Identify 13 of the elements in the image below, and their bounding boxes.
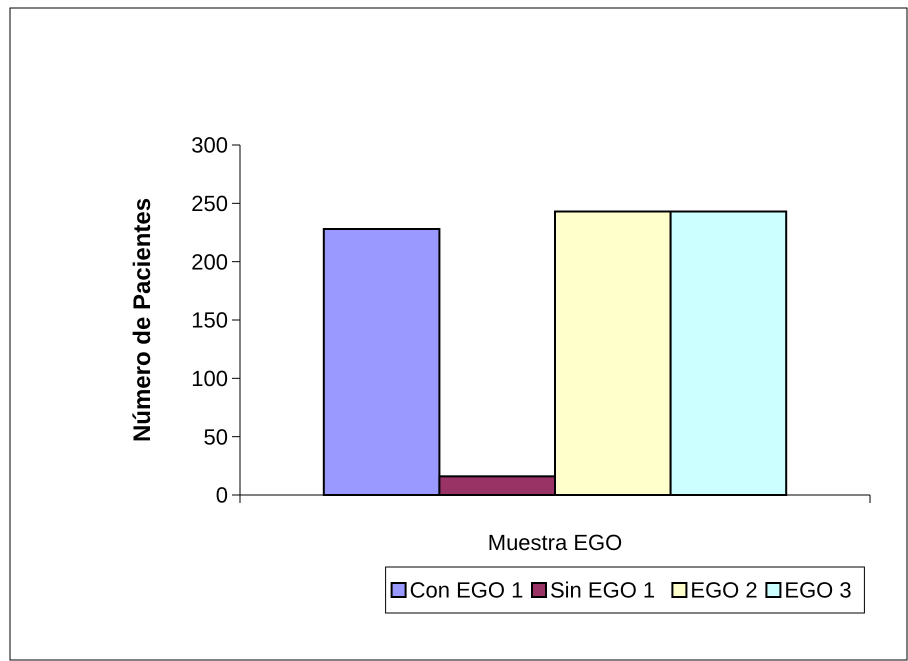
legend-label: EGO 2 — [690, 578, 758, 603]
legend-label: Con EGO 1 — [410, 578, 524, 603]
y-tick-label: 300 — [191, 132, 228, 158]
y-axis-title: Número de Pacientes — [129, 198, 156, 442]
x-tick-label: Muestra EGO — [488, 530, 622, 555]
y-tick-label: 150 — [191, 308, 228, 333]
y-tick-label: 100 — [191, 366, 228, 392]
y-tick-label: 200 — [191, 249, 228, 274]
legend-label: Sin EGO 1 — [550, 578, 656, 603]
y-tick-label: 250 — [191, 191, 228, 216]
y-tick-label: 0 — [216, 482, 228, 508]
y-tick-label: 50 — [204, 424, 228, 450]
legend-label: EGO 3 — [784, 578, 852, 603]
